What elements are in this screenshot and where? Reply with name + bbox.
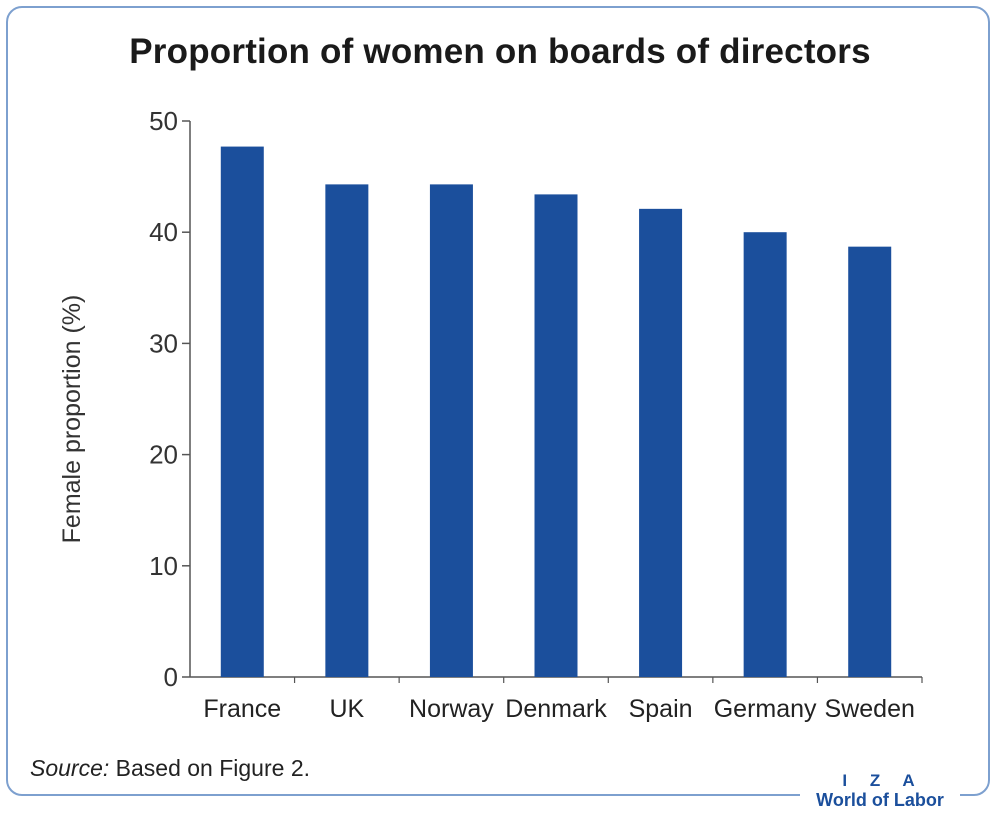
x-tick-label: Sweden — [825, 695, 915, 723]
bar — [220, 146, 264, 678]
chart-labels: 0 10 20 30 40 50 Female proportion (%) France UK… — [58, 106, 915, 723]
y-tick-label: 40 — [149, 217, 178, 247]
x-tick-label: Norway — [409, 695, 494, 723]
x-tick-label: Germany — [714, 695, 817, 723]
y-tick-label: 50 — [149, 106, 178, 136]
figure-frame — [6, 6, 990, 796]
x-tick-label: Spain — [629, 695, 693, 723]
source-text: Based on Figure 2. — [109, 755, 310, 781]
bar — [534, 194, 578, 677]
chart-bars — [220, 146, 892, 678]
bar — [743, 232, 787, 677]
logo-iza-text: I Z A — [842, 771, 924, 790]
y-tick-label: 10 — [149, 551, 178, 581]
x-tick-label: France — [203, 695, 281, 723]
logo-world-of-labor-text: World of Labor — [816, 790, 944, 810]
x-tick-label: UK — [329, 695, 364, 723]
bar — [848, 246, 892, 677]
bar — [429, 184, 473, 677]
y-axis-label: Female proportion (%) — [58, 295, 86, 544]
y-tick-label: 30 — [149, 328, 178, 358]
y-tick-label: 20 — [149, 440, 178, 470]
bar — [325, 184, 369, 677]
iza-world-of-labor-logo: I Z A World of Labor — [800, 772, 960, 810]
bar — [639, 208, 683, 677]
x-tick-label: Denmark — [505, 695, 607, 723]
source-label: Source: — [30, 755, 110, 781]
chart-title: Proportion of women on boards of directo… — [129, 32, 871, 71]
source-note: Source: Based on Figure 2. — [30, 755, 310, 782]
y-tick-label: 0 — [164, 662, 178, 692]
